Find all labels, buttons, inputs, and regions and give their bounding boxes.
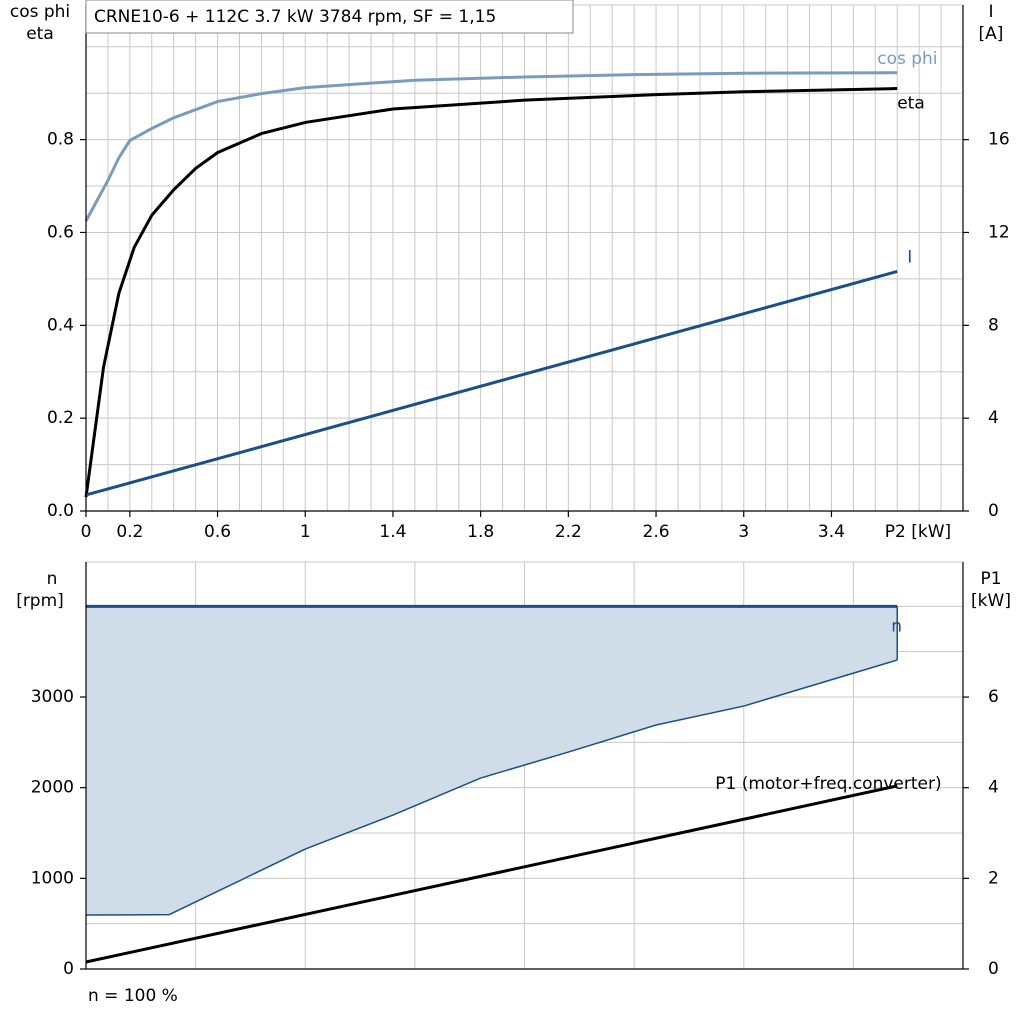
x-tick-label: 2.2: [555, 522, 582, 542]
y-axis-label: [rpm]: [16, 591, 64, 611]
x-tick-label: 0: [81, 522, 92, 542]
y-tick-label: 0.2: [47, 408, 74, 428]
line: [85, 270, 898, 497]
series-label: P1 (motor+freq.converter): [715, 774, 941, 794]
series-label: eta: [897, 94, 925, 114]
x-tick-label: 1: [300, 522, 311, 542]
y2-tick-label: 4: [988, 778, 999, 798]
x-tick-label: 3.4: [818, 522, 845, 542]
x-tick-label: 0.2: [116, 522, 143, 542]
y-axis-label: n: [47, 569, 58, 589]
y2-axis-label: P1: [980, 569, 1001, 589]
series-label: cos phi: [877, 49, 937, 69]
series-label: n: [891, 616, 902, 636]
y2-tick-label: 8: [988, 315, 999, 335]
y2-tick-label: 0: [988, 959, 999, 979]
area-band: [86, 606, 898, 916]
y-tick-label: 0.8: [47, 130, 74, 150]
series-label: I: [907, 247, 912, 267]
y2-tick-label: 0: [988, 501, 999, 521]
y-axis-label: cos phi: [10, 2, 70, 22]
y2-tick-label: 12: [988, 222, 1010, 242]
x-tick-label: 1.8: [467, 522, 494, 542]
y2-tick-label: 16: [988, 130, 1010, 150]
x-tick-label: 2.6: [643, 522, 670, 542]
x-axis-label: P2 [kW]: [885, 522, 951, 542]
y-tick-label: 0.6: [47, 222, 74, 242]
y2-tick-label: 6: [988, 687, 999, 707]
chart-title: CRNE10-6 + 112C 3.7 kW 3784 rpm, SF = 1,…: [94, 7, 496, 27]
y-axis-label: eta: [26, 24, 54, 44]
x-tick-label: 3: [738, 522, 749, 542]
y-tick-label: 3000: [31, 687, 74, 707]
y2-tick-label: 4: [988, 408, 999, 428]
y-tick-label: 1000: [31, 868, 74, 888]
line: [85, 784, 898, 964]
y-tick-label: 2000: [31, 778, 74, 798]
y2-axis-label: [A]: [979, 24, 1004, 44]
y-tick-label: 0: [63, 959, 74, 979]
footnote: n = 100 %: [88, 986, 178, 1006]
x-tick-label: 0.6: [204, 522, 231, 542]
line: [84, 87, 898, 498]
line: [84, 71, 898, 222]
x-tick-label: 1.4: [379, 522, 406, 542]
y2-axis-label: I: [988, 2, 993, 22]
y-tick-label: 0.0: [47, 501, 74, 521]
y2-axis-label: [kW]: [971, 591, 1011, 611]
area-lower-line: [85, 659, 898, 916]
y2-tick-label: 2: [988, 868, 999, 888]
y-tick-label: 0.4: [47, 315, 74, 335]
title-box: [85, 0, 574, 34]
